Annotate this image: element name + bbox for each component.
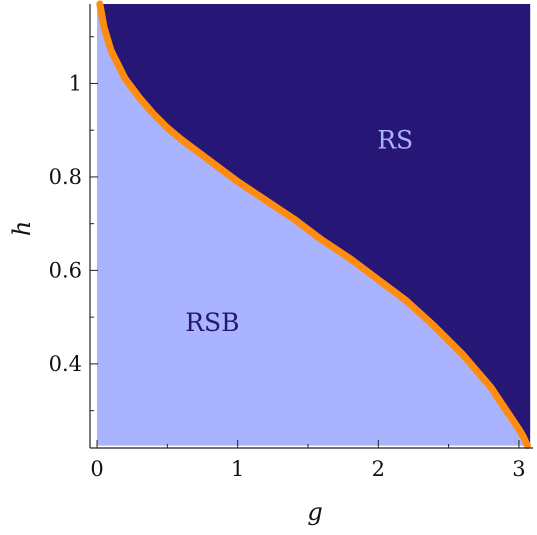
x-axis-ticks: 0 1 2 3 [90,440,526,481]
y-axis-ticks: 0.4 0.6 0.8 1 [49,36,98,412]
y-tick-label: 1 [69,71,82,95]
y-axis-title: h [8,221,36,236]
rs-region [99,4,531,446]
y-tick-label: 0.8 [49,165,82,189]
x-tick-label: 3 [512,457,525,481]
y-tick-label: 0.6 [49,258,82,282]
x-tick-label: 0 [90,457,103,481]
x-axis-title: g [307,498,322,526]
rsb-region [97,4,531,446]
region-label-rsb: RSB [185,308,239,337]
region-label-rs: RS [377,126,413,155]
x-tick-label: 2 [372,457,385,481]
boundary-curve [96,0,531,450]
x-tick-label: 1 [231,457,244,481]
y-tick-label: 0.4 [49,352,82,376]
plot-area [96,0,531,450]
